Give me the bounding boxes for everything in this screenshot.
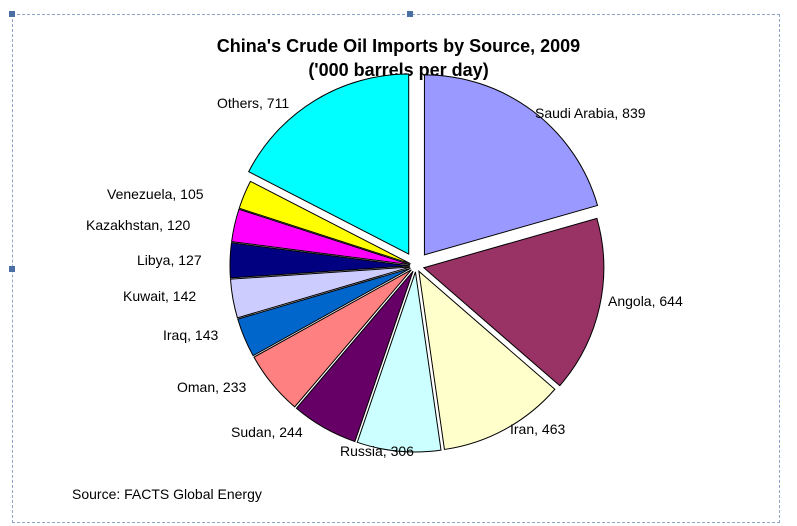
pie-slice-angola (422, 217, 605, 387)
pie-slice-oman (253, 269, 412, 408)
chart-title: China's Crude Oil Imports by Source, 200… (216, 36, 581, 56)
pie-slice-russia (356, 271, 442, 453)
slice-label-iraq: Iraq, 143 (163, 327, 218, 343)
pie-slice-iraq (237, 267, 411, 357)
slice-label-others: Others, 711 (217, 95, 289, 111)
pie-slice-kazakhstan (231, 208, 411, 266)
source-note: Source: FACTS Global Energy (72, 486, 262, 502)
resize-handle-top-center[interactable] (407, 11, 413, 17)
slice-label-kazakhstan: Kazakhstan, 120 (86, 217, 191, 233)
pie-slice-others (247, 73, 410, 255)
slice-label-saudi-arabia: Saudi Arabia, 839 (535, 105, 646, 121)
slice-label-russia: Russia, 306 (340, 443, 414, 459)
pie-slice-iran (418, 270, 556, 451)
slice-label-libya: Libya, 127 (137, 252, 202, 268)
slice-label-oman: Oman, 233 (177, 379, 246, 395)
slice-label-kuwait: Kuwait, 142 (123, 288, 196, 304)
resize-handle-middle-left[interactable] (9, 266, 15, 272)
chart-subtitle: ('000 barrels per day) (308, 60, 489, 80)
slice-label-venezuela: Venezuela, 105 (107, 186, 204, 202)
pie-slice-sudan (295, 270, 414, 443)
slice-label-sudan: Sudan, 244 (231, 424, 303, 440)
slice-label-angola: Angola, 644 (608, 293, 683, 309)
pie-slice-kuwait (229, 266, 411, 319)
slice-label-iran: Iran, 463 (510, 421, 565, 437)
resize-handle-top-left[interactable] (9, 11, 15, 17)
pie-slice-libya (229, 242, 411, 279)
pie-slice-venezuela (238, 180, 411, 265)
pie-slice-saudi-arabia (423, 74, 599, 256)
